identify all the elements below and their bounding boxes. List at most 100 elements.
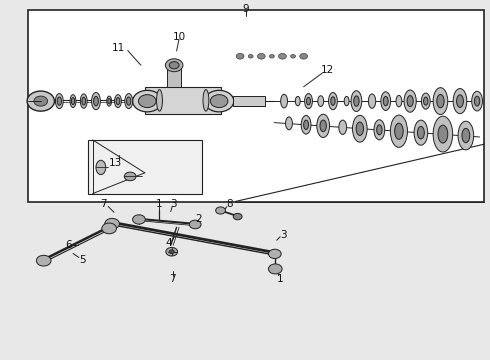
Circle shape bbox=[169, 250, 174, 253]
Text: 7: 7 bbox=[100, 199, 107, 210]
Circle shape bbox=[105, 219, 120, 229]
Circle shape bbox=[216, 207, 225, 214]
Ellipse shape bbox=[82, 97, 86, 105]
Ellipse shape bbox=[414, 120, 428, 145]
Bar bbox=[27, 10, 485, 202]
Ellipse shape bbox=[458, 121, 474, 150]
Ellipse shape bbox=[203, 90, 209, 111]
Ellipse shape bbox=[307, 97, 311, 105]
Ellipse shape bbox=[115, 95, 122, 108]
Ellipse shape bbox=[433, 116, 453, 152]
Ellipse shape bbox=[92, 93, 100, 110]
Ellipse shape bbox=[383, 96, 388, 106]
Ellipse shape bbox=[438, 125, 448, 143]
Ellipse shape bbox=[317, 114, 330, 138]
Ellipse shape bbox=[344, 96, 349, 106]
Circle shape bbox=[139, 95, 156, 108]
Circle shape bbox=[269, 264, 282, 274]
Text: 3: 3 bbox=[170, 199, 176, 210]
Circle shape bbox=[300, 53, 308, 59]
Ellipse shape bbox=[70, 95, 76, 108]
Text: 12: 12 bbox=[320, 64, 334, 75]
Ellipse shape bbox=[433, 87, 448, 114]
Ellipse shape bbox=[126, 97, 131, 105]
Ellipse shape bbox=[80, 94, 87, 108]
Ellipse shape bbox=[368, 94, 376, 108]
Ellipse shape bbox=[462, 129, 470, 143]
Circle shape bbox=[210, 95, 228, 108]
Ellipse shape bbox=[437, 94, 444, 108]
Text: 4: 4 bbox=[165, 238, 172, 248]
Ellipse shape bbox=[57, 97, 61, 105]
Circle shape bbox=[27, 91, 54, 111]
Ellipse shape bbox=[125, 94, 133, 109]
Circle shape bbox=[189, 220, 201, 229]
Text: 11: 11 bbox=[111, 43, 124, 53]
Text: 10: 10 bbox=[172, 32, 186, 41]
Ellipse shape bbox=[304, 120, 309, 130]
Ellipse shape bbox=[107, 96, 112, 106]
Ellipse shape bbox=[396, 95, 402, 107]
Circle shape bbox=[291, 54, 295, 58]
Ellipse shape bbox=[354, 96, 359, 106]
Ellipse shape bbox=[421, 93, 430, 109]
Ellipse shape bbox=[94, 96, 98, 106]
Ellipse shape bbox=[474, 96, 480, 106]
Bar bbox=[145, 87, 220, 114]
Ellipse shape bbox=[108, 98, 111, 104]
Ellipse shape bbox=[407, 95, 413, 107]
Text: 3: 3 bbox=[280, 230, 287, 239]
Circle shape bbox=[204, 90, 234, 112]
Ellipse shape bbox=[391, 115, 408, 147]
Ellipse shape bbox=[374, 120, 385, 140]
Ellipse shape bbox=[381, 92, 391, 111]
Bar bbox=[167, 67, 181, 87]
Ellipse shape bbox=[318, 96, 324, 107]
Ellipse shape bbox=[457, 95, 464, 107]
Circle shape bbox=[270, 54, 274, 58]
Text: 2: 2 bbox=[196, 215, 202, 224]
Ellipse shape bbox=[377, 125, 382, 135]
Bar bbox=[88, 140, 202, 194]
Ellipse shape bbox=[157, 90, 162, 111]
Ellipse shape bbox=[356, 122, 364, 135]
Circle shape bbox=[133, 215, 146, 224]
Ellipse shape bbox=[351, 91, 362, 112]
Circle shape bbox=[257, 53, 265, 59]
Circle shape bbox=[278, 53, 286, 59]
Ellipse shape bbox=[453, 89, 467, 114]
Text: 1: 1 bbox=[277, 274, 284, 284]
Ellipse shape bbox=[286, 117, 293, 130]
Text: 6: 6 bbox=[65, 240, 72, 250]
Circle shape bbox=[165, 59, 183, 72]
Circle shape bbox=[124, 172, 136, 181]
Ellipse shape bbox=[329, 93, 337, 110]
Text: 7: 7 bbox=[170, 274, 176, 284]
Ellipse shape bbox=[55, 94, 63, 109]
Text: 8: 8 bbox=[226, 199, 233, 210]
Ellipse shape bbox=[417, 126, 424, 139]
Circle shape bbox=[133, 90, 162, 112]
Ellipse shape bbox=[72, 98, 74, 105]
Bar bbox=[233, 96, 265, 106]
Text: 9: 9 bbox=[243, 4, 249, 14]
Circle shape bbox=[166, 247, 177, 256]
Ellipse shape bbox=[116, 98, 120, 105]
Ellipse shape bbox=[352, 115, 367, 142]
Circle shape bbox=[34, 96, 48, 106]
Ellipse shape bbox=[96, 160, 106, 175]
Ellipse shape bbox=[472, 91, 483, 111]
Ellipse shape bbox=[320, 120, 326, 132]
Text: 13: 13 bbox=[109, 158, 122, 168]
Circle shape bbox=[269, 249, 281, 258]
Circle shape bbox=[248, 54, 253, 58]
Text: 5: 5 bbox=[79, 255, 86, 265]
Text: 1: 1 bbox=[156, 199, 163, 210]
Ellipse shape bbox=[281, 94, 288, 108]
Ellipse shape bbox=[295, 96, 300, 106]
Ellipse shape bbox=[305, 94, 313, 109]
Circle shape bbox=[102, 223, 117, 234]
Circle shape bbox=[36, 255, 51, 266]
Ellipse shape bbox=[339, 120, 346, 134]
Ellipse shape bbox=[301, 116, 311, 134]
